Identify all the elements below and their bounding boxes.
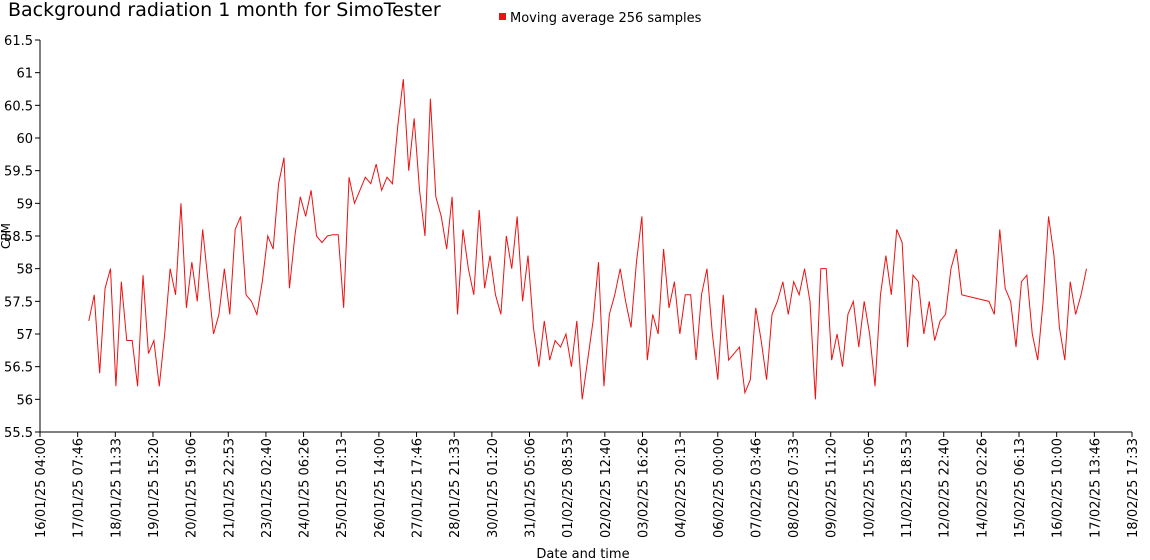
x-tick-label: 17/01/25 07:46 xyxy=(72,438,87,538)
x-tick-label: 09/02/25 11:20 xyxy=(825,438,840,538)
x-tick-label: 12/02/25 22:40 xyxy=(938,438,953,538)
x-tick-label: 06/02/25 00:00 xyxy=(712,438,727,538)
chart-title: Background radiation 1 month for SimoTes… xyxy=(8,0,441,21)
x-tick-label: 25/01/25 10:13 xyxy=(335,438,350,538)
y-tick-label: 58 xyxy=(16,263,33,278)
x-tick-label: 30/01/25 01:20 xyxy=(486,438,501,538)
x-tick-label: 14/02/25 02:26 xyxy=(975,438,990,538)
x-tick-label: 18/01/25 11:33 xyxy=(109,438,124,538)
x-tick-label: 04/02/25 20:13 xyxy=(674,438,689,538)
y-axis-label: CPM xyxy=(0,223,13,249)
y-tick-label: 61 xyxy=(16,67,33,82)
x-tick-label: 16/02/25 10:00 xyxy=(1051,438,1066,538)
y-tick-label: 59.5 xyxy=(4,165,33,180)
y-tick-label: 60.5 xyxy=(4,99,33,114)
x-tick-label: 02/02/25 12:40 xyxy=(599,438,614,538)
x-tick-label: 17/02/25 13:46 xyxy=(1088,438,1103,538)
x-tick-label: 03/02/25 16:26 xyxy=(636,438,651,538)
legend-label: Moving average 256 samples xyxy=(510,11,702,26)
y-tick-label: 60 xyxy=(16,132,33,147)
y-tick-label: 58.5 xyxy=(4,230,33,245)
legend-swatch xyxy=(499,13,506,20)
y-tick-label: 59 xyxy=(16,197,33,212)
x-tick-label: 21/01/25 22:53 xyxy=(222,438,237,538)
x-tick-label: 18/02/25 17:33 xyxy=(1126,438,1141,538)
x-tick-label: 08/02/25 07:33 xyxy=(787,438,802,538)
y-tick-label: 56 xyxy=(16,393,33,408)
x-tick-label: 31/01/25 05:06 xyxy=(524,438,539,538)
x-tick-label: 11/02/25 18:53 xyxy=(900,438,915,538)
y-tick-label: 55.5 xyxy=(4,426,33,441)
x-tick-label: 20/01/25 19:06 xyxy=(185,438,200,538)
data-line xyxy=(88,79,1087,400)
y-tick-label: 57.5 xyxy=(4,295,33,310)
x-tick-label: 23/01/25 02:40 xyxy=(260,438,275,538)
x-tick-label: 26/01/25 14:00 xyxy=(373,438,388,538)
x-tick-label: 01/02/25 08:53 xyxy=(561,438,576,538)
y-tick-label: 57 xyxy=(16,328,33,343)
x-tick-label: 07/02/25 03:46 xyxy=(749,438,764,538)
x-tick-label: 28/01/25 21:33 xyxy=(448,438,463,538)
x-tick-label: 15/02/25 06:13 xyxy=(1013,438,1028,538)
x-tick-label: 16/01/25 04:00 xyxy=(34,438,49,538)
x-tick-label: 24/01/25 06:26 xyxy=(298,438,313,538)
x-tick-label: 10/02/25 15:06 xyxy=(862,438,877,538)
y-tick-label: 61.5 xyxy=(4,34,33,49)
y-tick-label: 56.5 xyxy=(4,361,33,376)
x-tick-label: 27/01/25 17:46 xyxy=(411,438,426,538)
x-axis-label: Date and time xyxy=(536,547,629,560)
x-tick-label: 19/01/25 15:20 xyxy=(147,438,162,538)
